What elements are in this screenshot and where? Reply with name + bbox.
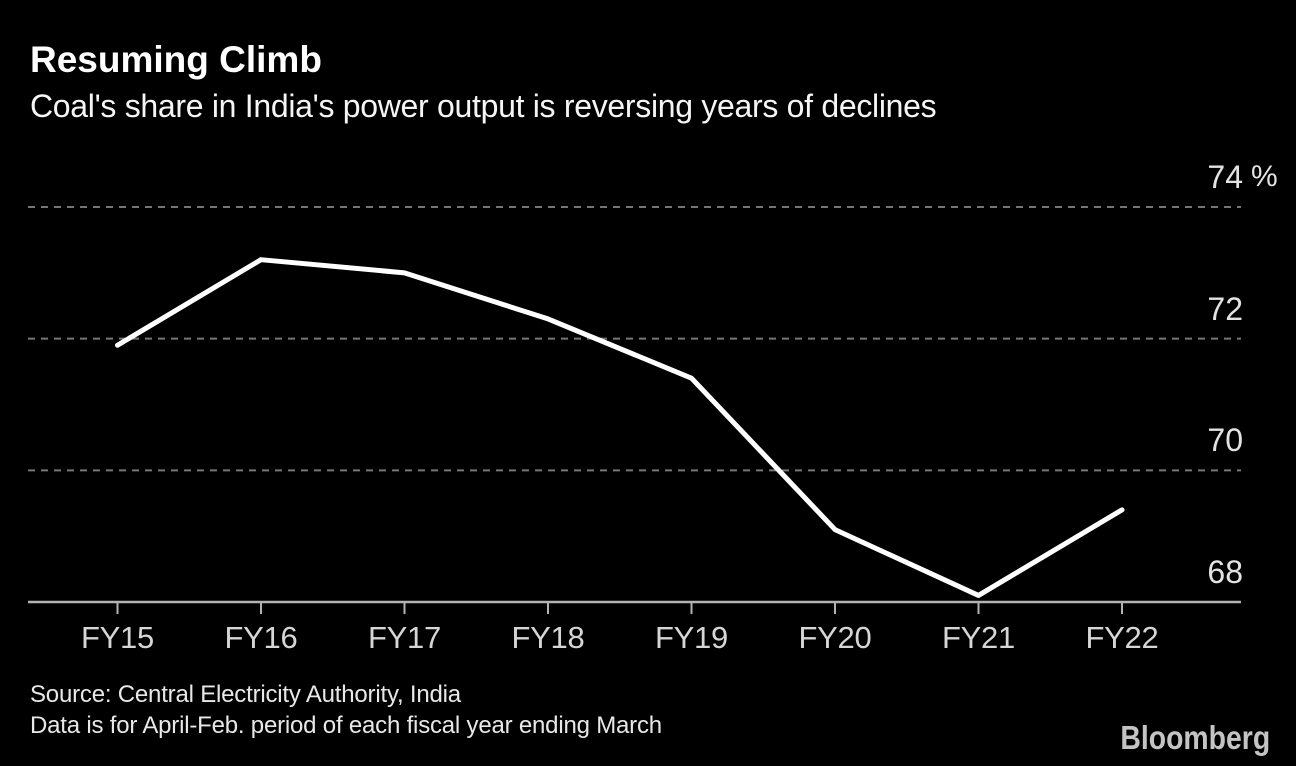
y-axis-label: 74 xyxy=(1207,159,1243,196)
source-line: Source: Central Electricity Authority, I… xyxy=(30,681,461,708)
bloomberg-logo: Bloomberg xyxy=(1120,719,1270,756)
x-axis-label: FY19 xyxy=(655,620,728,655)
x-axis-label: FY16 xyxy=(224,620,298,655)
x-axis-label: FY20 xyxy=(798,620,872,655)
source-line: Data is for April-Feb. period of each fi… xyxy=(30,711,662,739)
x-axis-label: FY22 xyxy=(1085,620,1159,655)
chart-title: Resuming Climb xyxy=(30,39,322,80)
y-axis-label: 68 xyxy=(1207,554,1243,590)
y-axis-label: 70 xyxy=(1207,422,1243,459)
coal-share-line xyxy=(115,257,1125,598)
y-axis-unit-label: % xyxy=(1251,160,1278,194)
source-note: Source: Central Electricity Authority, I… xyxy=(30,680,662,741)
x-axis-label: FY18 xyxy=(511,620,585,655)
y-axis-label: 72 xyxy=(1207,290,1243,327)
x-axis-label: FY17 xyxy=(368,620,441,655)
chart-subtitle: Coal's share in India's power output is … xyxy=(30,88,937,124)
x-axis-label: FY15 xyxy=(81,620,154,655)
x-axis-label: FY21 xyxy=(942,620,1015,655)
